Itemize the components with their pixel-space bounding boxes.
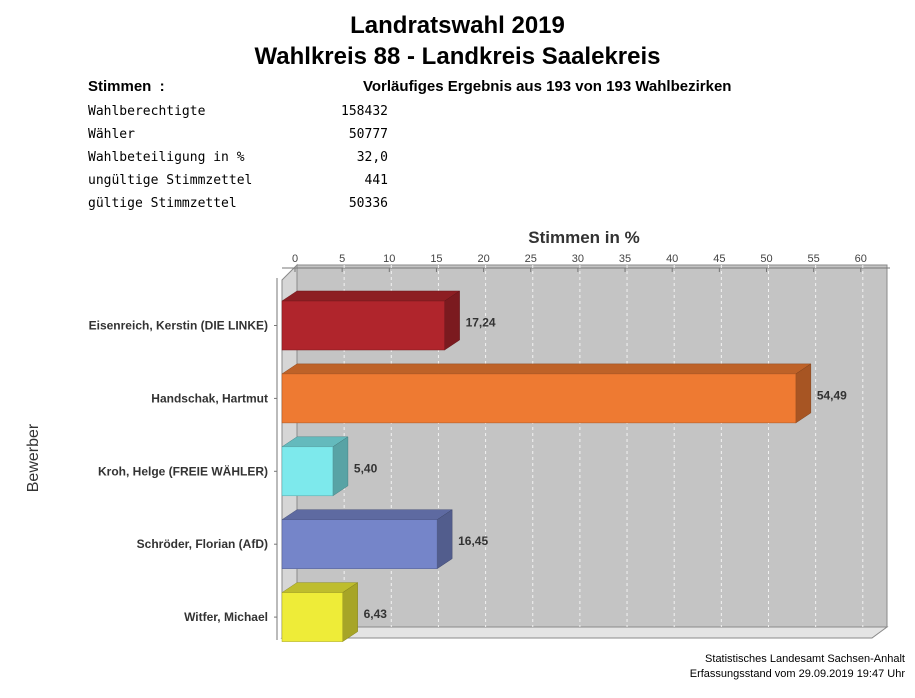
- bar-value-label: 6,43: [364, 607, 388, 621]
- bar: [281, 446, 334, 497]
- page-title: Landratswahl 2019: [350, 12, 565, 39]
- bar-side: [342, 582, 358, 643]
- stats-row-label: ungültige Stimmzettel: [88, 173, 253, 188]
- bar-value-label: 5,40: [354, 461, 378, 475]
- stats-row-label: gültige Stimmzettel: [88, 196, 237, 211]
- category-label: Witfer, Michael: [184, 610, 268, 624]
- x-tick-label: 25: [525, 253, 537, 265]
- bar-side: [332, 436, 349, 497]
- stats-row-value: 158432: [341, 104, 388, 119]
- plot-floor: [280, 626, 889, 639]
- category-label: Schröder, Florian (AfD): [137, 537, 268, 551]
- bar-top: [281, 509, 453, 520]
- stats-row-value: 32,0: [356, 150, 388, 165]
- x-tick-label: 60: [855, 253, 867, 265]
- stats-row-value: 50777: [348, 127, 388, 142]
- bar-top: [281, 290, 461, 302]
- chart-title: Stimmen in %: [528, 228, 639, 247]
- page-subtitle: Wahlkreis 88 - Landkreis Saalekreis: [254, 43, 661, 70]
- y-axis-label: Bewerber: [25, 423, 42, 492]
- bar-side: [436, 509, 453, 570]
- x-tick-label: 0: [292, 253, 298, 265]
- bar-value-label: 17,24: [466, 316, 496, 330]
- stats-row-label: Wähler: [88, 127, 135, 142]
- x-tick-label: 40: [666, 253, 678, 265]
- category-label: Eisenreich, Kerstin (DIE LINKE): [89, 319, 268, 333]
- category-label: Kroh, Helge (FREIE WÄHLER): [98, 463, 268, 478]
- timestamp: Erfassungsstand vom 29.09.2019 19:47 Uhr: [689, 668, 905, 680]
- bar-value-label: 16,45: [458, 534, 488, 548]
- stats-row-value: 50336: [348, 196, 388, 211]
- stats-row-label: Wahlbeteiligung in %: [88, 150, 245, 165]
- x-tick-label: 15: [430, 253, 442, 265]
- bar: [281, 592, 343, 642]
- x-tick-label: 35: [619, 253, 631, 265]
- x-tick-label: 45: [713, 253, 725, 265]
- bar-top: [281, 363, 812, 375]
- x-tick-label: 55: [808, 253, 820, 265]
- result-note: Vorläufiges Ergebnis aus 193 von 193 Wah…: [363, 78, 732, 95]
- bar: [281, 373, 797, 424]
- stats-label: Stimmen :: [88, 78, 165, 95]
- plot-area: 0 5 10 15 20 25 30 35 40 45 50 55 60 17,24 Eisenreich,…: [89, 253, 890, 643]
- bar-side: [444, 290, 460, 351]
- x-tick-label: 30: [572, 253, 584, 265]
- bar: [281, 519, 438, 569]
- bar: [281, 300, 445, 351]
- source-note: Statistisches Landesamt Sachsen-Anhalt: [705, 653, 905, 665]
- stats-row-label: Wahlberechtigte: [88, 104, 206, 119]
- stats-row-value: 441: [364, 173, 388, 188]
- bar-side: [795, 363, 812, 424]
- x-tick-label: 20: [477, 253, 489, 265]
- x-tick-label: 5: [339, 253, 345, 265]
- x-tick-label: 10: [383, 253, 395, 265]
- bar-value-label: 54,49: [817, 388, 847, 402]
- category-label: Handschak, Hartmut: [151, 391, 268, 405]
- x-tick-label: 50: [760, 253, 772, 265]
